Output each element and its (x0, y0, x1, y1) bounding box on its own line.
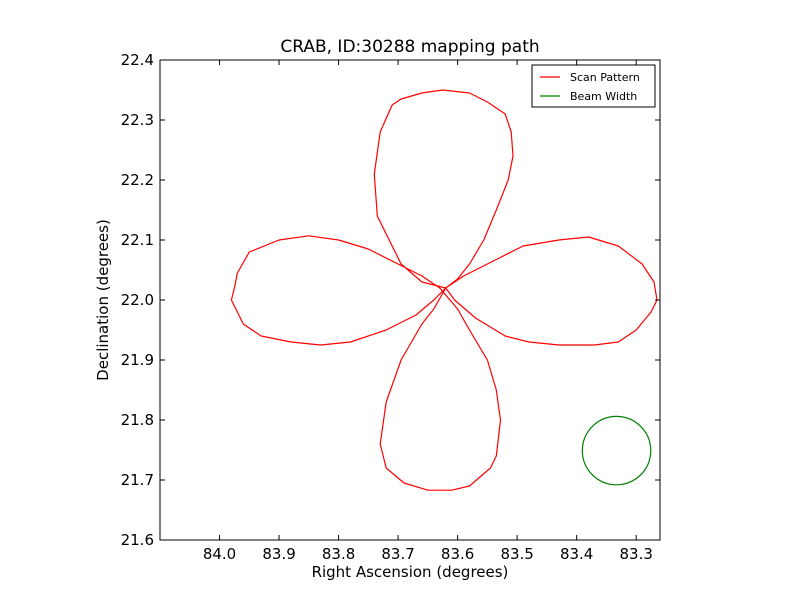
y-tick-label: 21.6 (121, 531, 154, 549)
legend-label: Scan Pattern (570, 71, 640, 84)
y-tick-label: 22.1 (121, 231, 154, 249)
x-tick-label: 83.9 (262, 545, 295, 563)
beam-width-circle (581, 415, 652, 486)
axes-frame (159, 59, 661, 541)
x-tick-label: 83.4 (560, 545, 593, 563)
y-tick-label: 21.8 (121, 411, 154, 429)
y-tick-label: 22.4 (121, 51, 154, 69)
x-tick-label: 83.3 (619, 545, 652, 563)
x-tick-label: 84.0 (203, 545, 236, 563)
x-tick-label: 83.6 (441, 545, 474, 563)
y-tick-label: 22.3 (121, 111, 154, 129)
legend: Scan Pattern Beam Width (531, 64, 656, 108)
plot-area (230, 89, 658, 491)
x-axis-label: Right Ascension (degrees) (312, 563, 509, 581)
y-tick-label: 22.0 (121, 291, 154, 309)
legend-label: Beam Width (570, 90, 637, 103)
y-tick-label: 21.7 (121, 471, 154, 489)
y-tick-label: 21.9 (121, 351, 154, 369)
chart-title: CRAB, ID:30288 mapping path (280, 37, 539, 57)
x-tick-label: 83.5 (500, 545, 533, 563)
x-tick-label: 83.7 (381, 545, 414, 563)
scan-pattern-line (230, 89, 658, 491)
x-tick-label: 83.8 (322, 545, 355, 563)
y-axis-label: Declination (degrees) (94, 219, 112, 381)
y-tick-label: 22.2 (121, 171, 154, 189)
legend-box (531, 64, 656, 108)
axis-ticks: 84.0 83.9 83.8 83.7 83.6 83.5 83.4 83.3 21.6 21.7… (121, 51, 660, 563)
